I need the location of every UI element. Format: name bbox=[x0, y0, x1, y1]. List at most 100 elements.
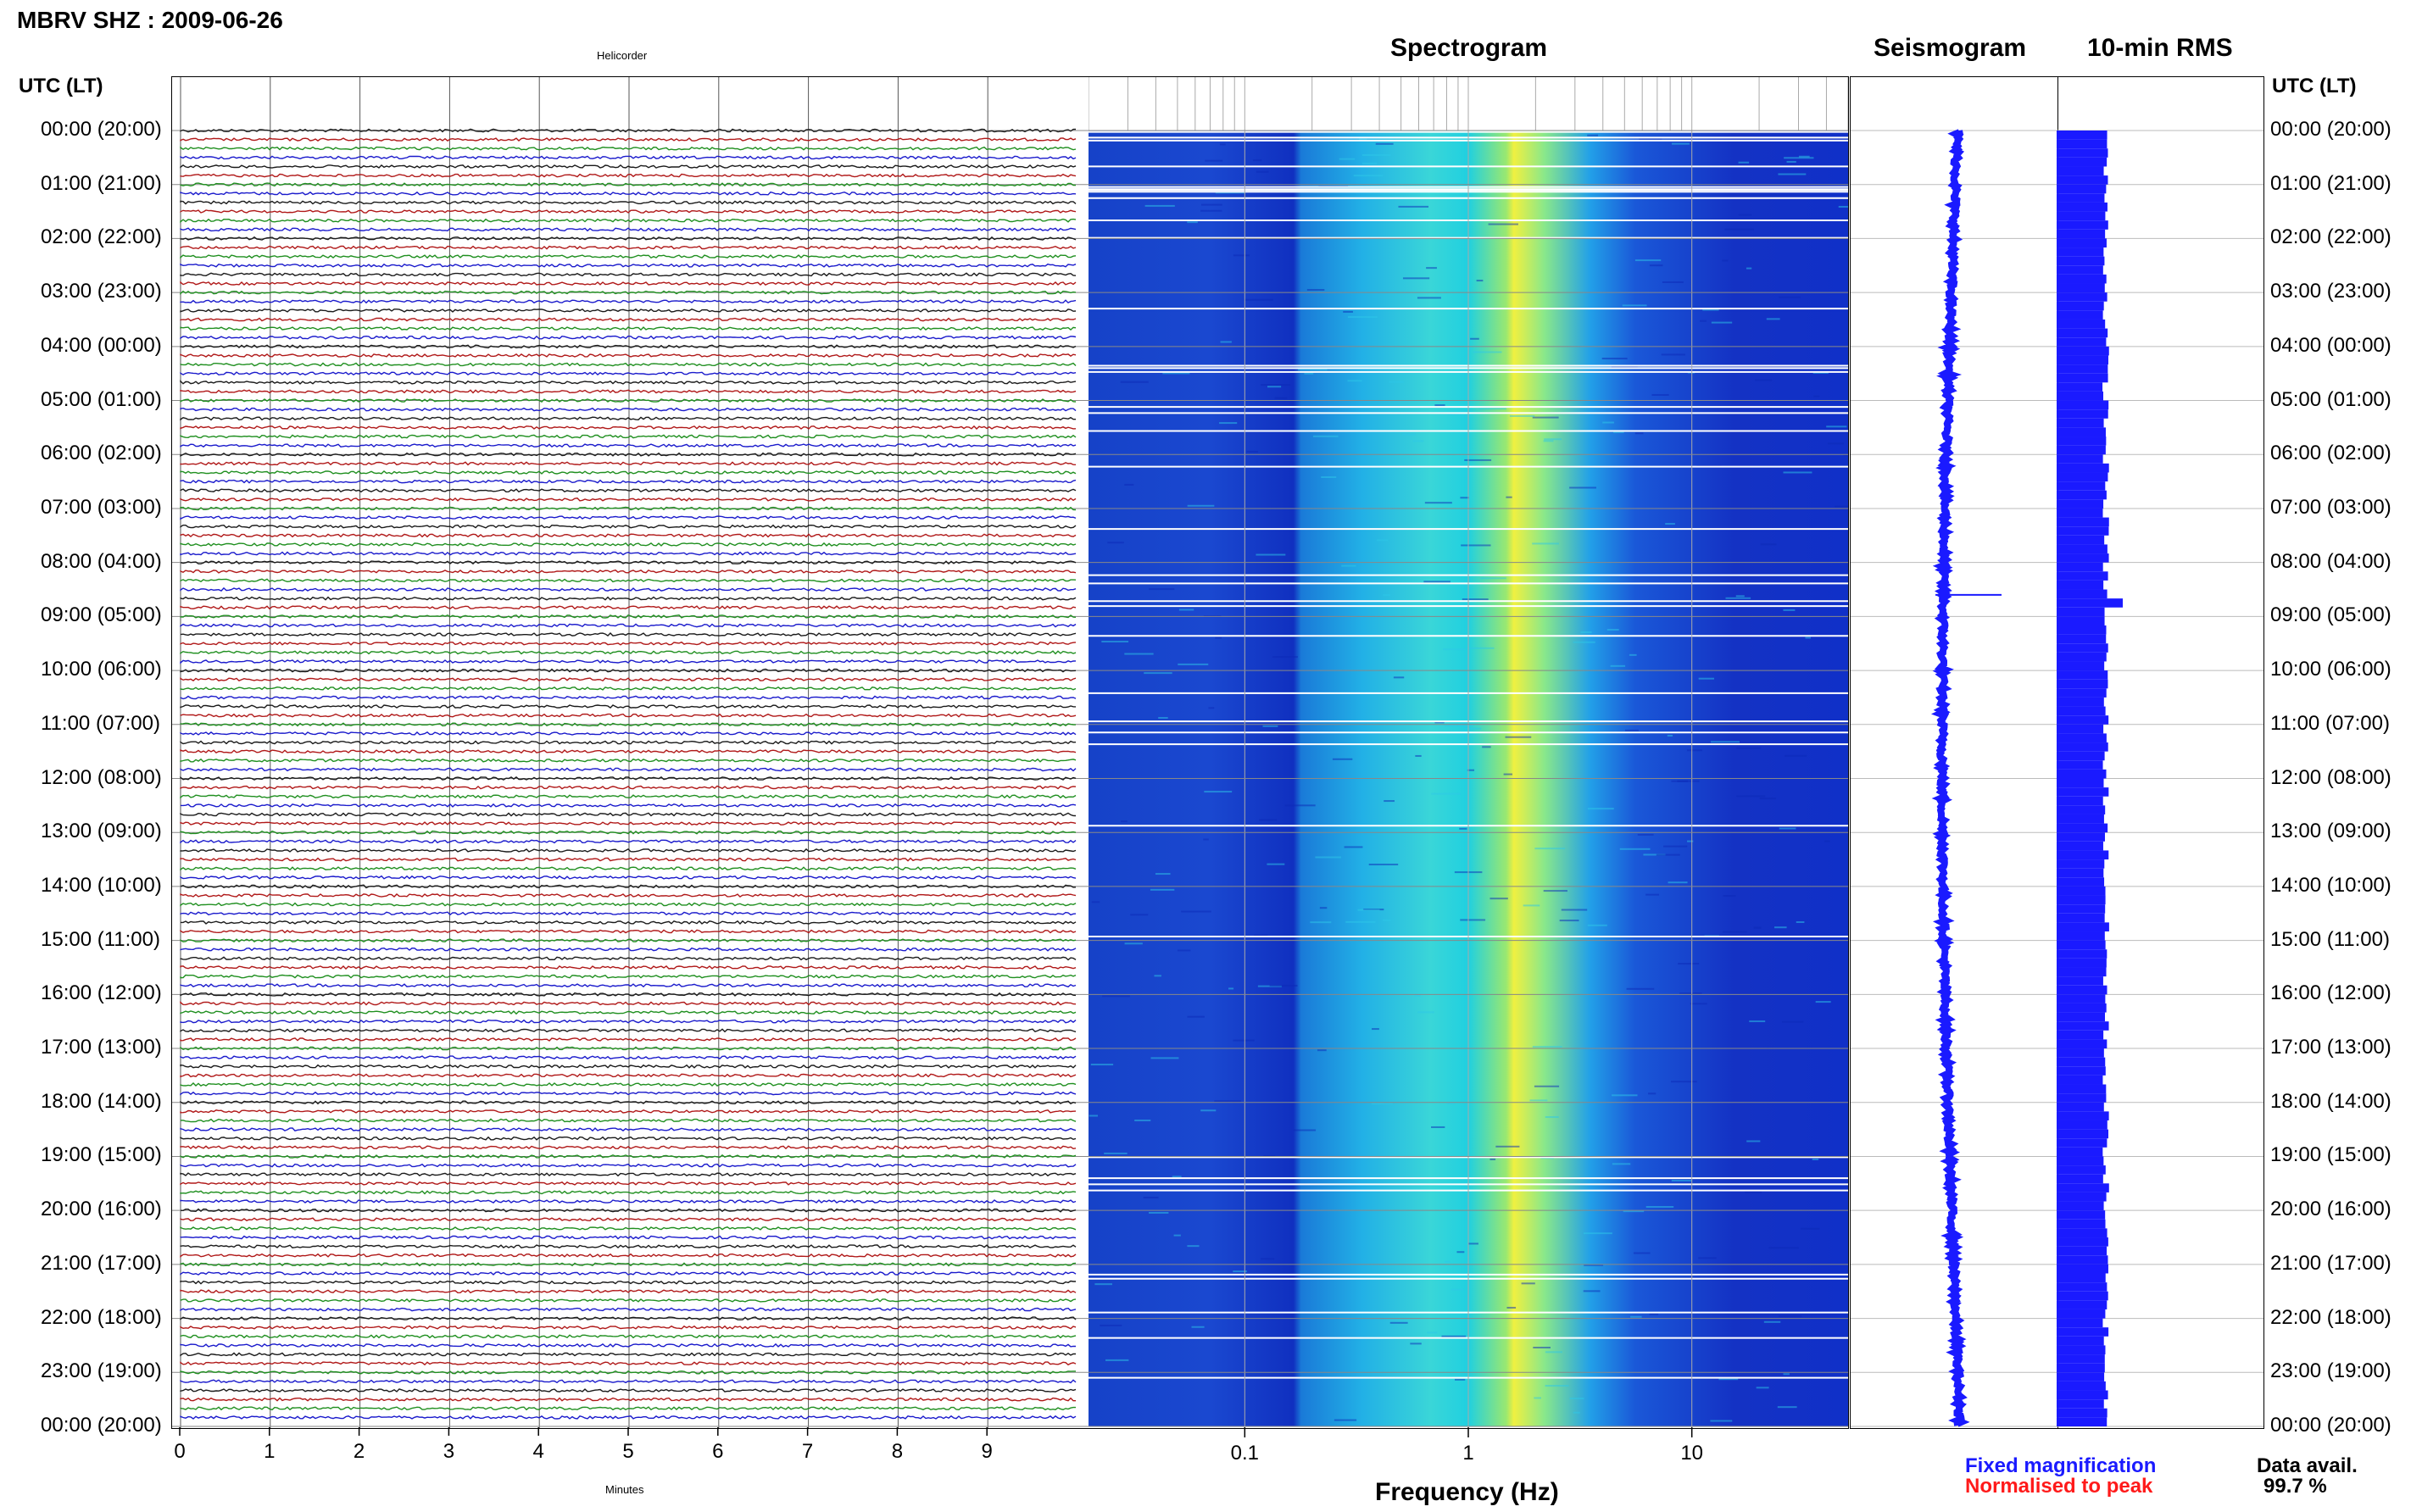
spectrogram-speckle bbox=[1506, 1306, 1517, 1309]
rms-title: 10-min RMS bbox=[2087, 34, 2233, 62]
spectrogram-speckle bbox=[1150, 888, 1175, 891]
spectrogram-speckle bbox=[1633, 1252, 1651, 1254]
rms-bar bbox=[2057, 1138, 2108, 1148]
helicorder-trace bbox=[180, 326, 1077, 331]
spectrogram-speckle bbox=[1710, 741, 1740, 743]
spectrogram-speckle bbox=[1310, 921, 1332, 924]
rms-bar bbox=[2057, 787, 2109, 797]
helicorder-trace bbox=[180, 929, 1077, 934]
right-time-tick-label: 22:00 (18:00) bbox=[2270, 1305, 2392, 1329]
rms-bar bbox=[2057, 301, 2104, 311]
helicorder-trace bbox=[180, 1217, 1077, 1222]
legend-fixed-magnification: Fixed magnification bbox=[1965, 1454, 2157, 1477]
spectrogram-speckle bbox=[1121, 820, 1128, 823]
rms-bar bbox=[2057, 589, 2108, 599]
spectrogram-speckle bbox=[1371, 1103, 1394, 1105]
left-time-tick-label: 02:00 (22:00) bbox=[41, 225, 162, 249]
spectrogram-speckle bbox=[1105, 1359, 1129, 1361]
rms-bar bbox=[2057, 355, 2108, 365]
spectrogram-speckle bbox=[1431, 792, 1461, 795]
rms-bar bbox=[2057, 274, 2107, 284]
spectrogram-speckle bbox=[1319, 907, 1328, 909]
spectrogram-speckle bbox=[1602, 421, 1614, 424]
rms-bar bbox=[2057, 400, 2109, 410]
rms-bar bbox=[2057, 679, 2108, 689]
helicorder-trace bbox=[180, 794, 1077, 799]
rms-bar bbox=[2057, 247, 2104, 257]
helicorder-trace bbox=[180, 812, 1077, 817]
helicorder-trace bbox=[180, 650, 1077, 655]
spectrogram-speckle bbox=[1343, 310, 1353, 313]
rms-bar bbox=[2057, 967, 2107, 977]
helicorder-trace bbox=[180, 938, 1077, 943]
spectrogram-speckle bbox=[1711, 321, 1733, 324]
left-time-tick-label: 04:00 (00:00) bbox=[41, 333, 162, 357]
rms-bar bbox=[2057, 922, 2109, 932]
helicorder-trace bbox=[180, 542, 1077, 547]
spectrogram-speckle bbox=[1434, 721, 1445, 724]
rms-bar bbox=[2057, 1399, 2104, 1409]
rms-bar bbox=[2057, 823, 2108, 833]
spectrogram-speckle bbox=[1102, 995, 1130, 998]
spectrogram-speckle bbox=[1274, 397, 1288, 399]
right-time-tick-label: 10:00 (06:00) bbox=[2270, 658, 2392, 681]
spectrogram-speckle bbox=[1415, 754, 1422, 757]
helicorder-minute-tick-label: 3 bbox=[443, 1440, 454, 1463]
right-time-tick-label: 07:00 (03:00) bbox=[2270, 495, 2392, 519]
helicorder-plot bbox=[172, 77, 1089, 1428]
spectrogram-speckle bbox=[1317, 1049, 1327, 1052]
rms-bar bbox=[2057, 1012, 2105, 1022]
spectrogram-speckle bbox=[1746, 267, 1752, 270]
spectrogram-speckle bbox=[1506, 496, 1512, 498]
helicorder-trace bbox=[180, 290, 1077, 296]
spectrogram-speckle bbox=[1725, 597, 1751, 599]
spectrogram-speckle bbox=[1233, 1039, 1255, 1042]
spectrogram-speckle bbox=[1610, 664, 1626, 667]
spectrogram-speckle bbox=[1670, 1081, 1697, 1083]
rms-bar bbox=[2057, 1183, 2109, 1192]
rms-bar bbox=[2057, 625, 2107, 635]
helicorder-trace bbox=[180, 695, 1077, 700]
spectrogram-speckle bbox=[1824, 840, 1830, 842]
spectrogram-frequency-tick-label: 10 bbox=[1680, 1442, 1703, 1465]
spectrogram-speckle bbox=[1523, 904, 1540, 907]
spectrogram-speckle bbox=[1738, 161, 1750, 164]
rms-bar bbox=[2057, 1003, 2107, 1013]
spectrogram-speckle bbox=[1267, 863, 1285, 865]
right-axis-label: UTC (LT) bbox=[2272, 75, 2357, 97]
helicorder-trace bbox=[180, 875, 1077, 880]
rms-bar bbox=[2057, 175, 2108, 185]
spectrogram-speckle bbox=[1358, 138, 1367, 141]
spectrogram-speckle bbox=[1383, 919, 1391, 921]
spectrogram-speckle bbox=[1173, 1234, 1181, 1237]
spectrogram-speckle bbox=[1464, 727, 1482, 730]
spectrogram-speckle bbox=[1766, 318, 1780, 320]
right-time-tick-label: 17:00 (13:00) bbox=[2270, 1036, 2392, 1059]
spectrogram-speckle bbox=[1637, 833, 1654, 836]
helicorder-trace bbox=[180, 1163, 1077, 1168]
spectrogram-speckle bbox=[1144, 204, 1175, 207]
spectrogram-speckle bbox=[1187, 221, 1198, 224]
helicorder-trace bbox=[180, 605, 1077, 610]
left-time-tick-label: 07:00 (03:00) bbox=[41, 495, 162, 519]
spectrogram-plot bbox=[1089, 77, 1848, 1428]
spectrogram-speckle bbox=[1144, 672, 1172, 675]
spectrogram-speckle bbox=[1671, 142, 1690, 145]
spectrogram-speckle bbox=[1838, 205, 1848, 208]
rms-bar bbox=[2057, 940, 2106, 950]
spectrogram-speckle bbox=[1306, 288, 1325, 291]
spectrogram-speckle bbox=[1445, 1260, 1450, 1263]
spectrogram-speckle bbox=[1745, 1191, 1762, 1193]
helicorder-trace bbox=[180, 1316, 1077, 1320]
helicorder-trace bbox=[180, 1406, 1076, 1411]
spectrogram-speckle bbox=[1749, 1020, 1766, 1023]
left-time-tick-label: 12:00 (08:00) bbox=[41, 765, 162, 789]
rms-bar bbox=[2057, 508, 2103, 518]
rms-bar bbox=[2057, 895, 2106, 905]
spectrogram-speckle bbox=[1665, 523, 1675, 525]
rms-bar bbox=[2057, 1417, 2108, 1426]
spectrogram-speckle bbox=[1204, 791, 1233, 793]
helicorder-trace bbox=[180, 1415, 1077, 1420]
spectrogram-speckle bbox=[1120, 381, 1149, 383]
helicorder-trace bbox=[180, 641, 1077, 646]
